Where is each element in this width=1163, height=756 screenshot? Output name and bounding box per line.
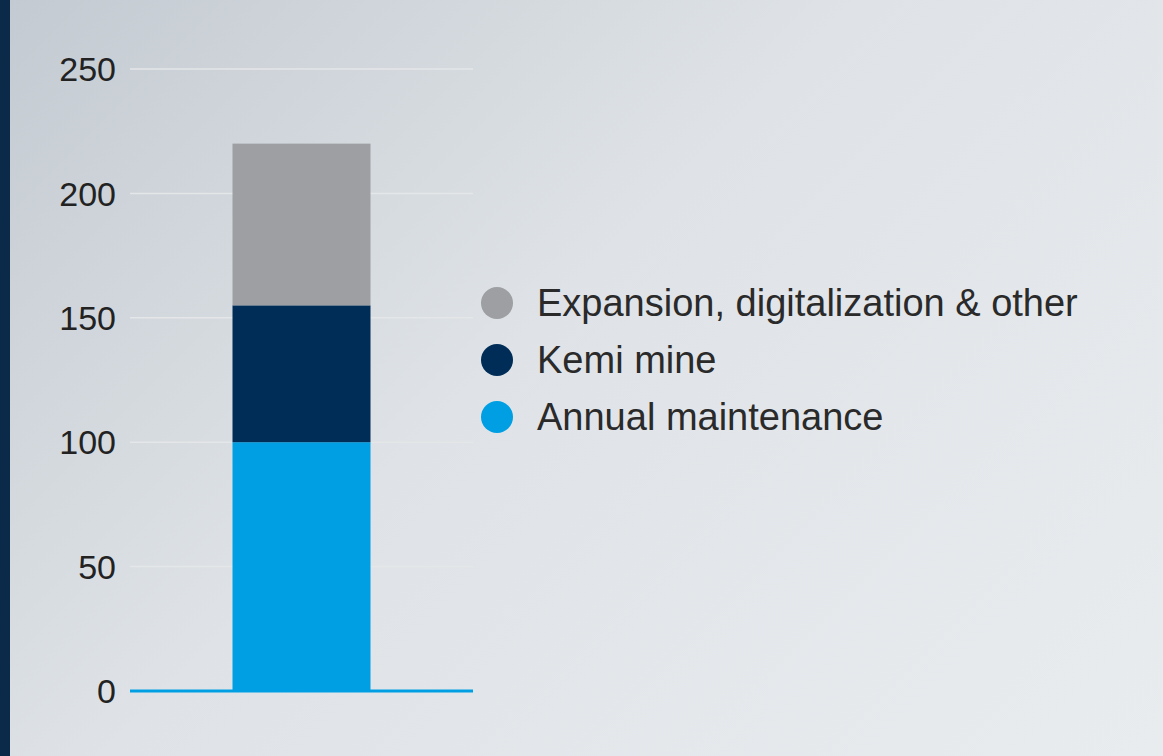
x-axis-line	[130, 690, 473, 693]
tick-label: 0	[97, 672, 116, 710]
tick-label: 50	[78, 548, 116, 586]
legend-label: Expansion, digitalization & other	[537, 282, 1078, 324]
legend-swatch	[481, 287, 513, 319]
tick-label: 100	[59, 423, 116, 461]
edge-decor	[0, 0, 10, 756]
bar-segment	[233, 442, 371, 691]
page: {"chart_data": {"type": "bar", "stacked"…	[0, 0, 1163, 756]
legend-swatch	[481, 401, 513, 433]
legend-swatch	[481, 344, 513, 376]
legend-label: Annual maintenance	[537, 396, 883, 438]
tick-label: 250	[59, 50, 116, 88]
bar-segment	[233, 305, 371, 442]
bar-segment	[233, 144, 371, 306]
chart: 0 50 100 150 200 250 Expansion, digitalization…	[0, 0, 1163, 756]
grid-line	[130, 68, 473, 70]
tick-label: 200	[59, 175, 116, 213]
tick-label: 150	[59, 299, 116, 337]
legend-label: Kemi mine	[537, 339, 717, 381]
